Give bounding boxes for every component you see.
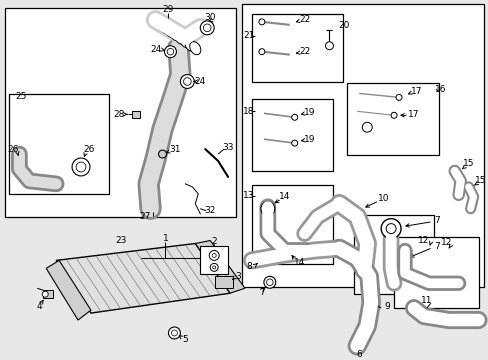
Circle shape: [76, 162, 86, 172]
Text: 17: 17: [410, 87, 422, 96]
Text: 13: 13: [243, 191, 254, 200]
Polygon shape: [195, 240, 244, 293]
Ellipse shape: [160, 21, 171, 34]
Text: 2: 2: [211, 237, 217, 246]
Text: 1: 1: [163, 234, 168, 243]
Circle shape: [291, 140, 297, 146]
Ellipse shape: [184, 38, 196, 51]
Circle shape: [42, 291, 48, 297]
Circle shape: [180, 75, 194, 89]
Text: 24: 24: [150, 45, 161, 54]
Text: 28: 28: [113, 110, 124, 119]
Text: 33: 33: [222, 143, 233, 152]
Text: 23: 23: [115, 236, 126, 245]
Text: 14: 14: [279, 192, 290, 201]
Circle shape: [395, 94, 401, 100]
Text: 7: 7: [433, 216, 439, 225]
Bar: [354, 215, 433, 294]
Circle shape: [200, 21, 214, 35]
Text: 10: 10: [378, 194, 389, 203]
Bar: [346, 84, 438, 155]
Text: 8: 8: [245, 262, 251, 271]
Circle shape: [209, 251, 219, 260]
Text: 18: 18: [243, 107, 254, 116]
Text: 7: 7: [259, 288, 264, 297]
Circle shape: [264, 276, 275, 288]
Circle shape: [171, 330, 177, 336]
Circle shape: [183, 78, 191, 85]
Circle shape: [325, 42, 333, 50]
Ellipse shape: [164, 24, 176, 37]
Text: 31: 31: [169, 145, 181, 154]
Ellipse shape: [189, 42, 201, 55]
Text: 19: 19: [303, 135, 315, 144]
Text: 19: 19: [303, 108, 315, 117]
Bar: [242, 4, 483, 287]
Bar: [393, 237, 478, 308]
Text: 22: 22: [298, 15, 309, 24]
Text: 14: 14: [293, 258, 305, 267]
Bar: [251, 99, 333, 171]
Polygon shape: [56, 243, 230, 313]
Circle shape: [168, 327, 180, 339]
Bar: [200, 247, 227, 274]
Circle shape: [264, 205, 271, 212]
Text: 6: 6: [356, 350, 362, 359]
Circle shape: [261, 202, 274, 216]
Text: 26: 26: [8, 145, 19, 154]
Bar: [5, 8, 236, 217]
Circle shape: [266, 279, 273, 285]
Text: 11: 11: [420, 296, 432, 305]
Text: 25: 25: [16, 92, 27, 101]
Text: 7: 7: [433, 242, 439, 251]
Circle shape: [291, 114, 297, 120]
Bar: [215, 276, 233, 288]
Text: 27: 27: [139, 212, 150, 221]
Text: 20: 20: [338, 21, 349, 30]
Circle shape: [164, 46, 176, 58]
Text: 15: 15: [462, 159, 473, 168]
Circle shape: [212, 253, 216, 257]
Circle shape: [203, 24, 211, 32]
Ellipse shape: [155, 17, 166, 30]
Text: 4: 4: [37, 302, 42, 311]
Text: 22: 22: [298, 47, 309, 56]
Text: 17: 17: [407, 110, 419, 119]
Polygon shape: [46, 260, 91, 320]
Circle shape: [258, 19, 264, 25]
Circle shape: [390, 112, 396, 118]
Text: 12: 12: [440, 238, 451, 247]
Circle shape: [380, 219, 400, 239]
Text: 12: 12: [417, 236, 429, 245]
Text: 5: 5: [182, 336, 188, 345]
Text: 24: 24: [194, 77, 205, 86]
Circle shape: [362, 122, 371, 132]
Circle shape: [210, 264, 218, 271]
Bar: [131, 111, 140, 118]
Text: 29: 29: [163, 5, 174, 14]
Bar: [9, 94, 109, 194]
Bar: [251, 14, 343, 81]
Circle shape: [167, 48, 173, 55]
Text: 32: 32: [204, 206, 216, 215]
Text: 9: 9: [384, 302, 389, 311]
Text: 16: 16: [434, 85, 446, 94]
Text: 15: 15: [474, 176, 485, 185]
Circle shape: [386, 224, 395, 234]
Text: 26: 26: [83, 145, 95, 154]
Circle shape: [212, 266, 215, 269]
Text: 21: 21: [243, 31, 254, 40]
Circle shape: [258, 49, 264, 55]
Circle shape: [72, 158, 90, 176]
Text: 30: 30: [204, 13, 216, 22]
Ellipse shape: [175, 31, 185, 44]
Text: 3: 3: [235, 272, 241, 281]
Bar: [251, 185, 333, 264]
Ellipse shape: [180, 35, 190, 48]
Circle shape: [158, 150, 166, 158]
Bar: [43, 290, 53, 298]
Ellipse shape: [169, 28, 181, 41]
